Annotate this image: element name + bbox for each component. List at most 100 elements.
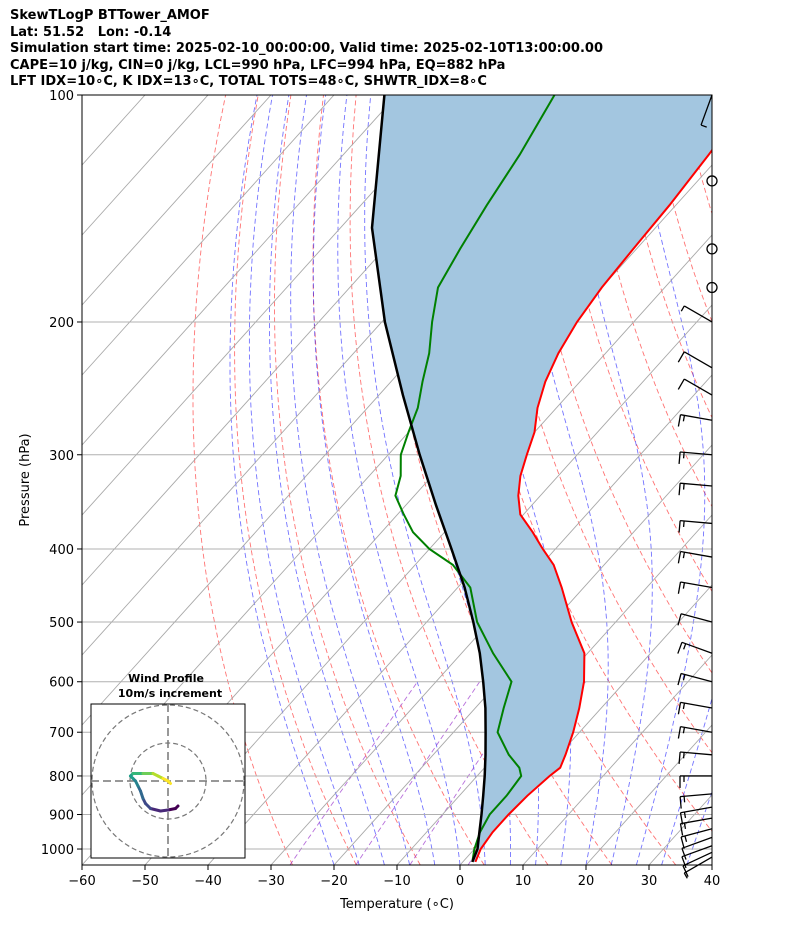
- wind-barb: [679, 775, 712, 788]
- indices-line-1: CAPE=10 j/kg, CIN=0 j/kg, LCL=990 hPa, L…: [10, 57, 506, 73]
- isotherm-line: [82, 95, 398, 446]
- isotherm-line: [585, 724, 712, 865]
- wind-barb: [678, 482, 713, 496]
- mixing-ratio-line: [355, 681, 481, 865]
- wind-barb: [700, 94, 713, 128]
- wind-barb: [681, 845, 713, 869]
- x-tick-label: 40: [704, 874, 721, 889]
- x-tick-label: −10: [383, 874, 410, 889]
- y-axis-label: Pressure (hPa): [18, 433, 33, 526]
- dry-adiabat-line: [349, 95, 549, 865]
- wind-barb: [679, 806, 713, 825]
- cape-fill-layer: [372, 95, 712, 862]
- y-tick-label: 300: [49, 449, 74, 464]
- wind-barb: [677, 613, 713, 626]
- wind-barb: [706, 281, 718, 294]
- temperature-profile: [474, 148, 712, 863]
- dry-adiabat-line: [681, 95, 712, 215]
- cape-area: [372, 95, 712, 862]
- y-tick-label: 400: [49, 543, 74, 558]
- moist-adiabat-line: [337, 95, 461, 865]
- moist-adiabat-line: [229, 95, 335, 865]
- wind-profile-inset: Wind Profile 10m/s increment: [90, 672, 246, 859]
- wind-barb: [679, 817, 713, 836]
- wind-barb: [678, 520, 713, 533]
- x-tick-label: 0: [456, 874, 464, 889]
- wind-barb: [677, 414, 713, 427]
- wind-barb: [677, 351, 713, 369]
- chart-title-line: SkewTLogP BTTower_AMOF: [10, 8, 210, 23]
- inset-title: Wind Profile: [128, 672, 204, 685]
- wind-barb: [682, 851, 713, 877]
- wind-barb: [680, 828, 713, 849]
- wind-barb: [677, 378, 713, 396]
- wind-barb: [706, 243, 718, 255]
- wind-barb: [677, 726, 713, 739]
- moist-adiabat-line: [737, 95, 794, 865]
- wind-barb: [706, 175, 718, 187]
- isotherm-line: [82, 95, 461, 516]
- y-tick-label: 200: [49, 316, 74, 331]
- x-axis-label: Temperature (∘C): [339, 897, 454, 912]
- moist-adiabat-line: [290, 95, 411, 865]
- isotherm-line: [775, 95, 794, 865]
- x-tick-label: −60: [68, 874, 95, 889]
- y-tick-label: 700: [49, 726, 74, 741]
- wind-barb: [677, 550, 713, 564]
- mixing-ratio-line: [409, 681, 532, 865]
- isotherm-line: [522, 654, 712, 865]
- moist-adiabat-line: [312, 95, 436, 865]
- axes-ticks: −60 −50 −40 −30 −20 −10 0 10 20 30 40 100 200 300 400 5…: [41, 89, 720, 889]
- wind-barb: [677, 672, 713, 686]
- inset-subtitle: 10m/s increment: [118, 687, 222, 700]
- y-tick-label: 1000: [41, 843, 74, 858]
- wind-barb: [679, 793, 713, 809]
- moist-adiabat-line: [633, 95, 706, 865]
- x-tick-label: 10: [515, 874, 532, 889]
- hodograph-segment: [149, 807, 162, 813]
- dry-adiabat-line: [715, 95, 794, 865]
- moist-adiabat-line: [511, 95, 609, 865]
- y-tick-label: 100: [49, 89, 74, 104]
- moist-adiabat-line: [686, 790, 712, 865]
- dry-adiabat-line: [584, 95, 712, 508]
- y-tick-label: 600: [49, 676, 74, 691]
- indices-line-2: LFT IDX=10∘C, K IDX=13∘C, TOTAL TOTS=48∘…: [10, 74, 487, 90]
- isotherm-line: [333, 444, 712, 865]
- isotherm-line: [270, 374, 712, 865]
- location-line: Lat: 51.52 Lon: -0.14: [10, 24, 172, 40]
- wind-barb: [677, 701, 713, 715]
- moist-adiabat-line: [248, 95, 360, 865]
- x-tick-label: 20: [578, 874, 595, 889]
- hodograph-ring: [91, 704, 245, 858]
- isotherm-line: [459, 584, 712, 865]
- dry-adiabat-line: [234, 95, 357, 865]
- dry-adiabat-line: [518, 95, 712, 674]
- wind-barb: [683, 856, 713, 879]
- moist-adiabat-line: [661, 696, 712, 865]
- dry-adiabat-line: [748, 95, 794, 865]
- wind-barb: [677, 581, 713, 594]
- moist-adiabat-line: [711, 863, 712, 865]
- wind-barb: [678, 751, 713, 765]
- y-tick-label: 800: [49, 770, 74, 785]
- wind-barb: [681, 836, 713, 860]
- moist-adiabat-line: [269, 95, 385, 865]
- isotherm-line: [207, 304, 712, 865]
- y-tick-label: 900: [49, 809, 74, 824]
- dry-adiabat-line: [192, 95, 293, 865]
- mixing-ratio-line: [289, 681, 418, 865]
- profiles-layer: [370, 95, 712, 863]
- parcel-profile: [370, 95, 487, 863]
- x-tick-label: −50: [131, 874, 158, 889]
- chart-header: SkewTLogP BTTower_AMOF Lat: 51.52 Lon: -…: [10, 8, 603, 91]
- y-tick-label: 500: [49, 616, 74, 631]
- x-tick-label: 30: [641, 874, 658, 889]
- hodograph-segment: [166, 779, 172, 785]
- wind-barb: [680, 305, 713, 323]
- moist-adiabat-line: [565, 95, 653, 865]
- x-tick-label: −40: [194, 874, 221, 889]
- wind-barbs: [677, 94, 718, 879]
- dry-adiabat-line: [780, 95, 794, 865]
